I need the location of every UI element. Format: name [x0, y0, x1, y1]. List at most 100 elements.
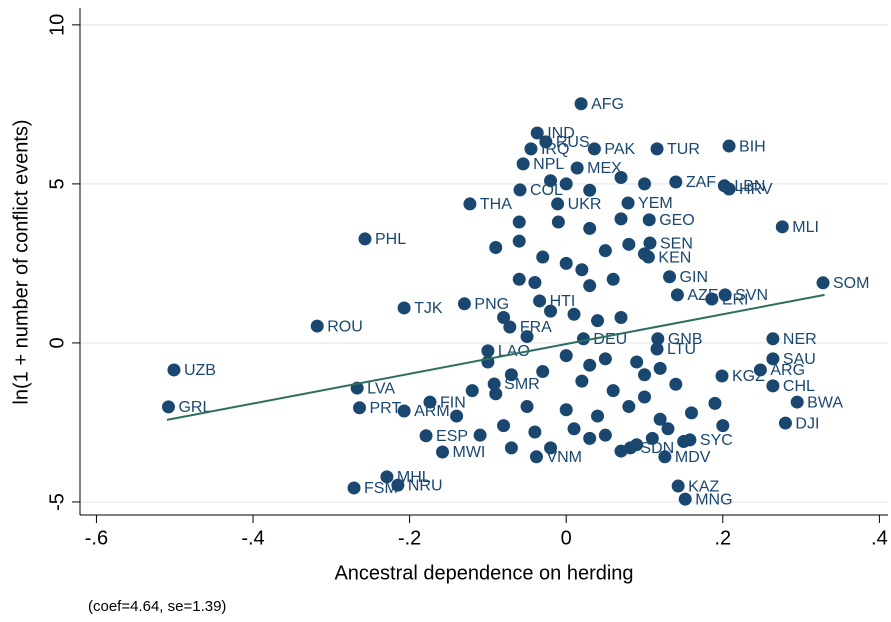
point-label: HRV: [739, 181, 773, 198]
point: [574, 97, 588, 111]
point: [583, 358, 597, 372]
point: [638, 368, 652, 382]
point: [463, 197, 477, 211]
point-label: RUS: [556, 134, 590, 151]
point-label: LBN: [734, 178, 765, 195]
point: [583, 183, 597, 197]
point-label: GNB: [668, 331, 703, 348]
point: [643, 236, 657, 250]
point-label: ERI: [722, 291, 749, 308]
point-label: DJI: [795, 415, 819, 432]
point-label: YEM: [638, 195, 673, 212]
point: [533, 294, 547, 308]
point: [512, 272, 526, 286]
point-label: FIN: [440, 394, 466, 411]
point-label: LVA: [367, 380, 395, 397]
point: [536, 365, 550, 379]
point: [358, 232, 372, 246]
point: [614, 310, 628, 324]
x-tick-label: -.4: [241, 527, 264, 549]
point: [504, 368, 518, 382]
point-label: UKR: [568, 196, 602, 213]
point-label: MEX: [587, 160, 622, 177]
point: [481, 344, 495, 358]
point: [487, 377, 501, 391]
point: [436, 445, 450, 459]
point-label: SDN: [640, 440, 674, 457]
point: [544, 441, 558, 455]
point-label: TUR: [667, 141, 700, 158]
point: [516, 157, 530, 171]
x-tick-label: -.2: [398, 527, 421, 549]
point: [705, 292, 719, 306]
point-label: MWI: [453, 444, 486, 461]
point: [544, 304, 558, 318]
point: [606, 272, 620, 286]
point: [622, 400, 636, 414]
point: [775, 220, 789, 234]
point-label: BWA: [807, 394, 843, 411]
point: [539, 135, 553, 149]
point-label: FSM: [364, 480, 398, 497]
point: [520, 330, 534, 344]
point-label: PRT: [370, 400, 402, 417]
point: [353, 401, 367, 415]
x-tick-label: -.6: [85, 527, 108, 549]
point: [161, 400, 175, 414]
point: [753, 363, 767, 377]
point: [669, 175, 683, 189]
point: [621, 196, 635, 210]
point: [606, 384, 620, 398]
point: [684, 406, 698, 420]
point: [598, 428, 612, 442]
point: [512, 215, 526, 229]
point-label: PHL: [375, 231, 406, 248]
point: [661, 422, 675, 436]
point: [622, 237, 636, 251]
point-label: IND: [547, 125, 575, 142]
point-label: CHL: [783, 378, 815, 395]
point-label: ARM: [414, 403, 450, 420]
point-label: LTU: [667, 341, 696, 358]
point: [489, 387, 503, 401]
point: [614, 444, 628, 458]
point: [473, 428, 487, 442]
point: [598, 244, 612, 258]
point-label: GRL: [178, 399, 211, 416]
point: [766, 352, 780, 366]
point-label: ESP: [436, 428, 468, 445]
point: [575, 374, 589, 388]
point: [380, 470, 394, 484]
point: [544, 174, 558, 188]
point-label: SYC: [700, 432, 733, 449]
point: [658, 450, 672, 464]
point: [591, 314, 605, 328]
point: [778, 416, 792, 430]
point: [465, 384, 479, 398]
point-label: MLI: [792, 219, 819, 236]
point-label: SVN: [735, 287, 768, 304]
point: [397, 301, 411, 315]
point: [645, 431, 659, 445]
point: [528, 425, 542, 439]
point: [583, 221, 597, 235]
point-label: ARG: [770, 362, 805, 379]
point-label: NER: [783, 331, 817, 348]
point: [347, 481, 361, 495]
point-label: MHL: [397, 469, 431, 486]
point-label: IRQ: [541, 141, 569, 158]
point-label: PNG: [474, 296, 509, 313]
point: [670, 288, 684, 302]
point: [766, 332, 780, 346]
point: [520, 400, 534, 414]
point: [638, 247, 652, 261]
fit-line: [166, 293, 825, 421]
point: [671, 479, 685, 493]
y-tick-label: 5: [46, 178, 68, 189]
point: [504, 441, 518, 455]
point: [638, 390, 652, 404]
point-label: KAZ: [688, 478, 719, 495]
point: [497, 310, 511, 324]
point: [669, 377, 683, 391]
point: [598, 352, 612, 366]
